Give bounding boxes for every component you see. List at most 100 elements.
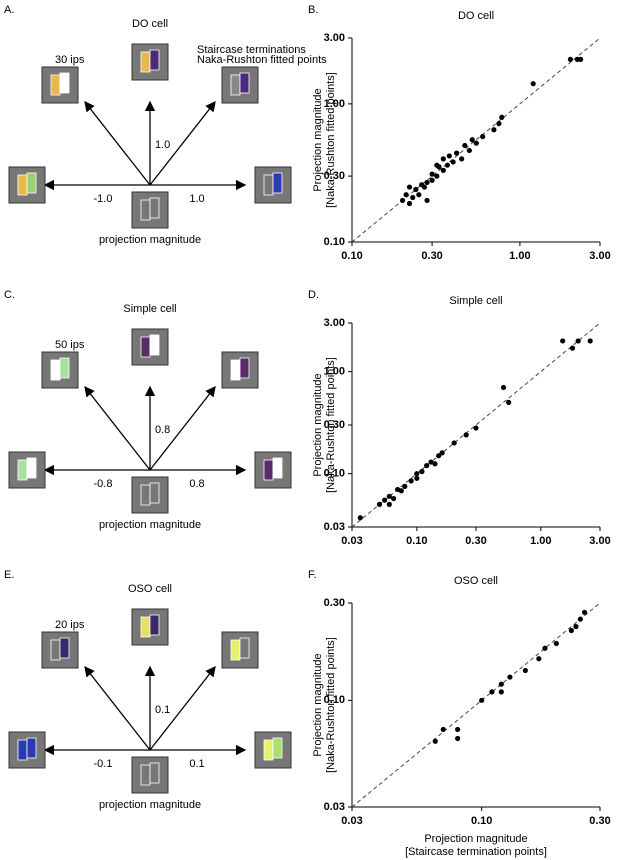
stimulus-bar (17, 459, 28, 481)
data-point (414, 471, 420, 477)
x-tick-label: 0.10 (406, 535, 427, 547)
chart-title: OSO cell (454, 575, 498, 587)
arrow (84, 100, 151, 186)
data-point (399, 197, 406, 204)
x-tick-label: 0.8 (189, 478, 204, 490)
x-tick-label: 0.1 (189, 758, 204, 770)
data-point (577, 616, 583, 622)
y-axis-label: Projection magnitude (312, 653, 324, 756)
data-point (473, 140, 479, 146)
x-tick-label: 1.0 (189, 193, 204, 205)
data-point (489, 689, 495, 695)
data-point (432, 738, 438, 744)
chart-title: DO cell (458, 10, 494, 22)
stimulus-bar (272, 737, 283, 759)
stimulus-bar (140, 616, 151, 638)
data-point (568, 627, 574, 634)
data-point (491, 127, 497, 133)
identity-line (351, 322, 601, 528)
data-point (466, 147, 472, 154)
data-point (522, 667, 528, 674)
x-tick-label: 0.03 (341, 535, 362, 547)
data-point (444, 162, 450, 168)
stimulus-bar (263, 459, 274, 481)
data-point (413, 186, 419, 193)
diagram-title: DO cell (132, 18, 168, 30)
stimulus-bar (17, 174, 28, 196)
x-tick-label: 0.03 (341, 815, 362, 827)
y-tick-label: 0.10 (324, 468, 345, 480)
data-point (386, 493, 392, 499)
data-point (410, 194, 416, 201)
y-tick-label: 0.03 (324, 801, 345, 813)
stimulus-bar (149, 197, 160, 219)
x-tick-label: 1.00 (530, 535, 551, 547)
stimulus-bar (149, 614, 160, 636)
stimulus-bar (263, 739, 274, 761)
data-point (507, 674, 513, 680)
identity-line (351, 602, 601, 808)
y-axis-label: [Naka-Rushton fitted points] (325, 357, 337, 493)
data-point (428, 459, 434, 465)
data-point (382, 497, 388, 503)
data-point (406, 184, 413, 190)
stimulus-bar (272, 457, 283, 479)
data-point (567, 56, 574, 62)
panel-letter: C. (4, 289, 15, 301)
data-point (434, 162, 440, 168)
data-point (578, 56, 584, 62)
y-axis-label: [Naka-Rushton fitted points] (325, 72, 337, 208)
stimulus-bar (239, 72, 250, 94)
chart-title: Simple cell (449, 295, 502, 307)
axis-label: projection magnitude (99, 519, 201, 531)
data-point (421, 184, 428, 190)
arrow (84, 665, 151, 751)
data-point (357, 515, 363, 521)
stimulus-bar (239, 637, 250, 659)
speed-label: 30 ips (55, 54, 85, 66)
data-point (406, 200, 413, 207)
data-point (450, 159, 456, 165)
stimulus-bar (26, 172, 37, 194)
stimulus-bar (140, 199, 151, 221)
data-point (569, 345, 576, 351)
y-tick-label: 0.1 (155, 704, 170, 716)
data-point (462, 142, 468, 149)
stimulus-bar (140, 484, 151, 506)
data-point (455, 726, 461, 733)
data-point (432, 461, 438, 467)
data-point (429, 177, 435, 183)
data-point (573, 623, 579, 630)
stimulus-bar (26, 457, 37, 479)
data-point (419, 468, 425, 475)
y-tick-label: 0.30 (324, 419, 345, 431)
panel-letter: B. (308, 4, 318, 16)
y-tick-label: 1.0 (155, 139, 170, 151)
data-point (424, 197, 430, 204)
stimulus-bar (230, 639, 241, 661)
x-tick-label: 3.00 (589, 535, 610, 547)
stimulus-bar (149, 49, 160, 71)
panel-letter: A. (4, 4, 14, 16)
stimulus-bar (59, 72, 70, 94)
data-point (560, 338, 566, 344)
stimulus-bar (17, 739, 28, 761)
data-point (496, 120, 502, 127)
x-tick-label: 0.30 (589, 815, 610, 827)
data-point (498, 689, 504, 695)
data-point (414, 475, 420, 481)
y-tick-label: 1.00 (324, 98, 345, 110)
diagram-title: OSO cell (128, 583, 172, 595)
data-point (581, 609, 588, 615)
stimulus-bar (50, 639, 61, 661)
y-axis-label: [Naka-Rushton fitted points] (325, 637, 337, 773)
data-point (480, 133, 486, 140)
stimulus-bar (272, 172, 283, 194)
x-tick-label: -0.1 (94, 758, 113, 770)
panel-letter: E. (4, 569, 14, 581)
stimulus-bar (230, 359, 241, 381)
data-point (424, 179, 430, 186)
y-tick-label: 0.03 (324, 521, 345, 533)
stimulus-bar (59, 357, 70, 379)
stimulus-bar (149, 482, 160, 504)
